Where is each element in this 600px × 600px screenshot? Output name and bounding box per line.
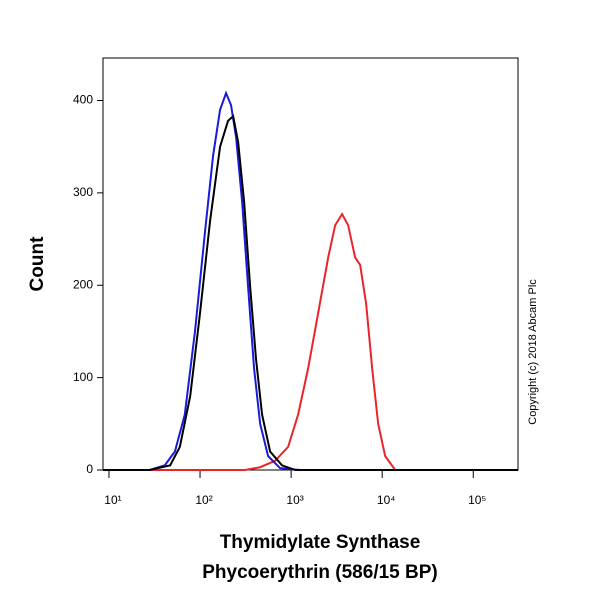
y-tick-label: 400: [73, 93, 93, 107]
copyright: Copyright (c) 2018 Abcam Plc: [527, 279, 539, 425]
y-tick-label: 0: [86, 462, 93, 476]
x-tick-label: 10¹: [104, 493, 121, 507]
x-tick-label: 10⁵: [468, 493, 486, 507]
y-tick-label: 200: [73, 277, 93, 291]
y-axis-title: Count: [27, 236, 48, 292]
y-tick-label: 100: [73, 370, 93, 384]
x-tick-label: 10²: [195, 493, 212, 507]
x-tick-label: 10³: [286, 493, 303, 507]
x-tick-label: 10⁴: [377, 493, 396, 507]
x-axis-title: Thymidylate Synthase: [220, 532, 421, 553]
histogram-line: [103, 212, 518, 471]
plot-frame: [102, 57, 519, 471]
x-axis-title: Phycoerythrin (586/15 BP): [202, 562, 437, 583]
y-tick-label: 300: [73, 185, 93, 199]
histogram-line: [103, 114, 518, 471]
histogram-line: [103, 90, 518, 471]
